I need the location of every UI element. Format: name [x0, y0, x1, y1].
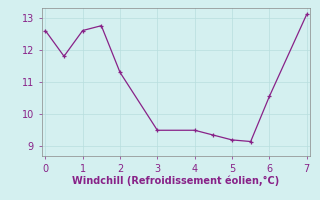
X-axis label: Windchill (Refroidissement éolien,°C): Windchill (Refroidissement éolien,°C): [72, 175, 280, 186]
